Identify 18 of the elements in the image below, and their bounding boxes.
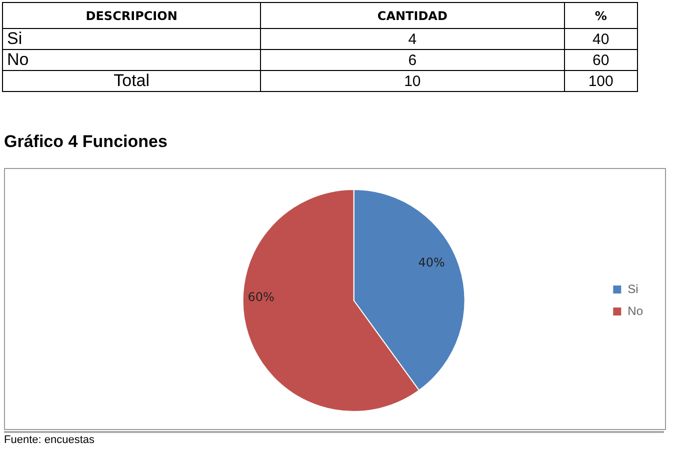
legend-label: Si	[628, 282, 638, 296]
source-note: Fuente: encuestas	[4, 431, 664, 447]
legend-label: No	[628, 304, 644, 318]
text: 40	[564, 28, 638, 50]
text: Si	[2, 28, 261, 50]
data-label: 60%	[248, 290, 274, 304]
text: %	[564, 2, 638, 28]
text: Total	[2, 70, 261, 92]
text: No	[2, 50, 261, 70]
text: 4	[260, 28, 564, 50]
text: 10	[260, 70, 564, 92]
text: Gráfico 4 Funciones	[4, 132, 168, 152]
text: 6	[260, 50, 564, 70]
text: CANTIDAD	[260, 2, 564, 28]
text: DESCRIPCION	[2, 2, 261, 28]
text: 100	[564, 70, 638, 92]
data-label: 40%	[418, 255, 445, 270]
text: 60	[564, 50, 638, 70]
